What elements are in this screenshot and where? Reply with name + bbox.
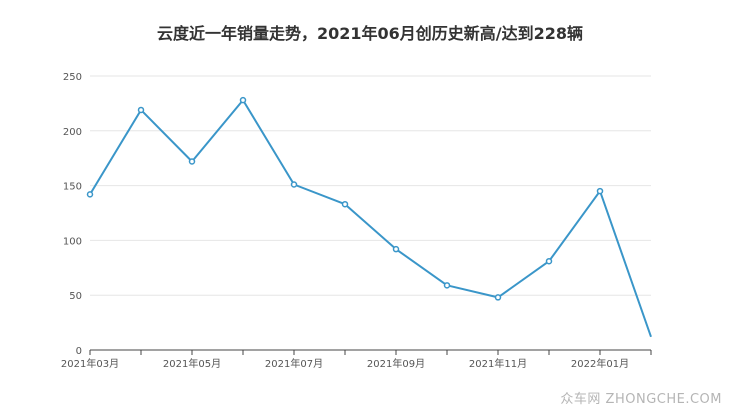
data-point xyxy=(545,257,553,265)
data-point xyxy=(341,200,349,208)
y-tick-label: 100 xyxy=(63,236,82,247)
data-point xyxy=(86,191,94,198)
axes xyxy=(89,349,652,355)
data-point xyxy=(596,187,604,195)
data-point xyxy=(239,96,247,104)
y-tick-labels: 0 50 100 150 200 250 xyxy=(63,72,82,357)
data-point xyxy=(392,245,400,253)
data-point xyxy=(290,181,298,188)
x-tick-label: 2021年03月 xyxy=(61,357,119,370)
y-tick-label: 50 xyxy=(69,291,82,302)
x-tick-labels: 2021年03月 2021年05月 2021年07月 2021年09月 2021年11月… xyxy=(61,357,629,370)
y-tick-label: 150 xyxy=(63,182,82,193)
data-point xyxy=(137,106,145,114)
series xyxy=(86,96,652,338)
watermark: 众车网 ZHONGCHE.COM xyxy=(560,392,722,407)
x-tick-label: 2021年09月 xyxy=(367,357,425,370)
y-tick-label: 250 xyxy=(63,72,82,83)
y-tick-label: 0 xyxy=(76,346,82,357)
data-point xyxy=(188,158,196,165)
x-tick-label: 2021年05月 xyxy=(163,357,221,370)
x-tick-label: 2021年11月 xyxy=(469,357,527,370)
series-line xyxy=(89,99,652,338)
data-point xyxy=(443,282,451,289)
chart-title: 云度近一年销量走势，2021年06月创历史新高/达到228辆 xyxy=(156,24,584,43)
x-tick-label: 2021年07月 xyxy=(265,357,323,370)
grid-lines xyxy=(90,75,651,296)
y-tick-label: 200 xyxy=(63,127,82,138)
x-tick-label: 2022年01月 xyxy=(571,357,629,370)
data-point xyxy=(494,294,502,301)
